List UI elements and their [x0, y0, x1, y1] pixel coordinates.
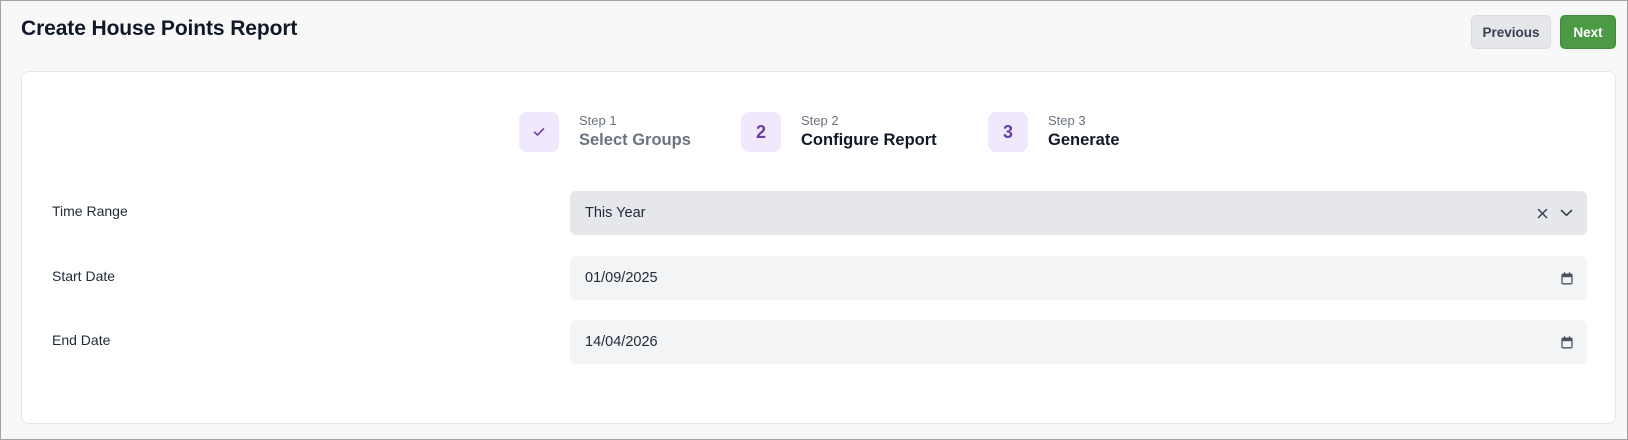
end-date-label: End Date [52, 332, 111, 348]
chevron-down-icon[interactable] [1560, 209, 1573, 217]
step-2-badge: 2 [741, 112, 781, 152]
start-date-value: 01/09/2025 [585, 270, 658, 286]
step-configure-report[interactable]: 2 Step 2 Configure Report [741, 112, 937, 152]
step-3-badge: 3 [988, 112, 1028, 152]
step-1-badge [519, 112, 559, 152]
page-title: Create House Points Report [21, 17, 298, 40]
step-3-sub: Step 3 [1048, 113, 1086, 128]
start-date-input[interactable]: 01/09/2025 [570, 256, 1587, 300]
time-range-select[interactable]: This Year [570, 191, 1587, 235]
check-icon [533, 127, 545, 137]
calendar-icon[interactable] [1561, 335, 1573, 349]
step-1-sub: Step 1 [579, 113, 617, 128]
step-2-label: Configure Report [801, 131, 937, 149]
step-select-groups[interactable]: Step 1 Select Groups [519, 112, 691, 152]
report-wizard-card: Step 1 Select Groups 2 Step 2 Configure … [21, 71, 1616, 424]
clear-icon[interactable] [1537, 208, 1548, 219]
calendar-icon[interactable] [1561, 271, 1573, 285]
next-button[interactable]: Next [1560, 15, 1616, 49]
step-1-label: Select Groups [579, 131, 691, 149]
step-generate[interactable]: 3 Step 3 Generate [988, 112, 1120, 152]
start-date-label: Start Date [52, 268, 116, 284]
step-2-sub: Step 2 [801, 113, 839, 128]
step-3-label: Generate [1048, 131, 1120, 149]
end-date-input[interactable]: 14/04/2026 [570, 320, 1587, 364]
time-range-value: This Year [585, 205, 646, 221]
end-date-value: 14/04/2026 [585, 334, 658, 350]
time-range-label: Time Range [52, 203, 128, 219]
previous-button[interactable]: Previous [1471, 15, 1551, 49]
